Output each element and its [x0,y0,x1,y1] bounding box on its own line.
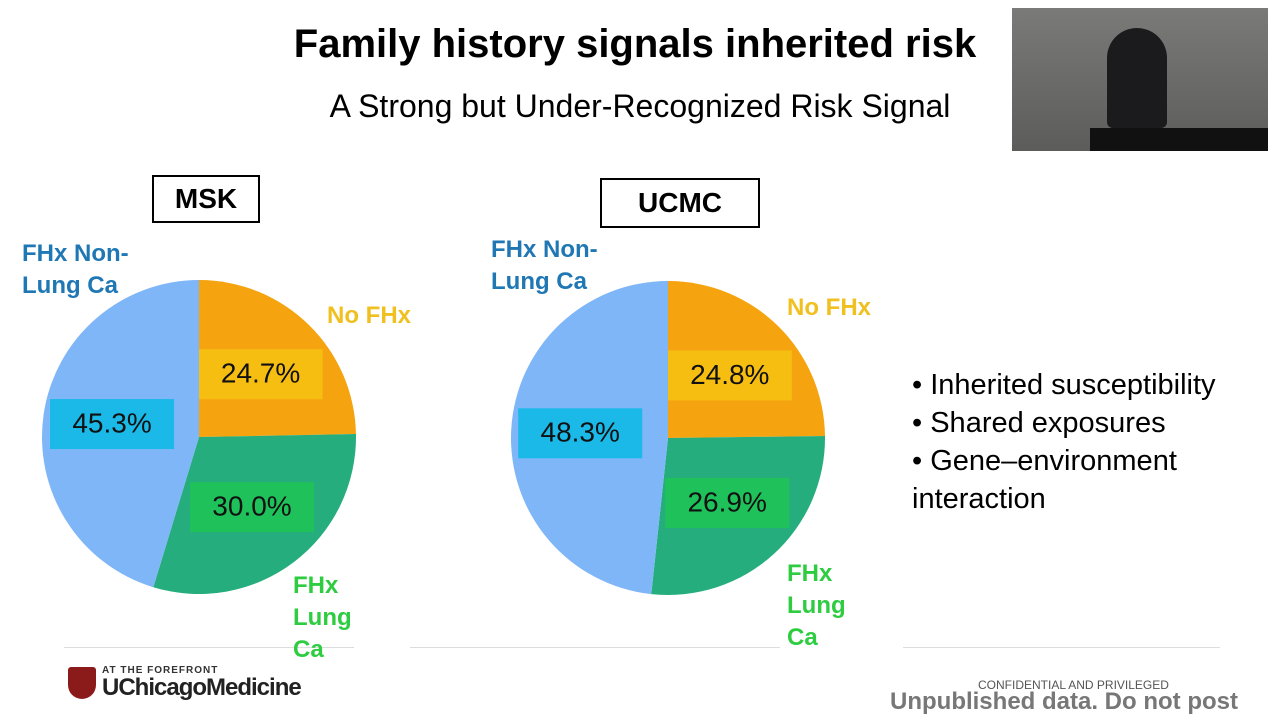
unpublished-note: Unpublished data. Do not post [890,688,1238,715]
value-label: 24.8% [690,359,769,390]
pie-title: UCMC [600,178,760,228]
category-label: FHx Lung Ca [293,572,352,663]
value-label: 24.7% [221,358,300,389]
bullet: • Shared exposures [912,407,1166,439]
category-label: No FHx [787,294,871,321]
bullet-text: Gene–environment interaction [912,445,1177,515]
bullet-text: Inherited susceptibility [930,369,1216,401]
footer-rule [410,647,780,648]
value-label: 30.0% [212,491,291,522]
footer-rule [64,647,354,648]
bullet-list: • Inherited susceptibility • Shared expo… [912,366,1272,518]
value-label: 48.3% [541,417,620,448]
logo-name: UChicagoMedicine [102,674,302,701]
value-label-box [50,399,175,450]
value-label: 45.3% [72,407,151,438]
logo-tagline: AT THE FOREFRONT [102,665,219,676]
bullet-text: Shared exposures [930,407,1166,439]
pie-title: MSK [152,175,260,223]
footer-rule [903,647,1220,648]
value-label: 26.9% [687,486,766,517]
value-label-box [190,482,315,533]
value-label-box [665,478,790,529]
bullet: • Inherited susceptibility [912,369,1216,401]
confidential-note: CONFIDENTIAL AND PRIVILEGED [978,678,1169,692]
value-label-box [667,350,792,401]
slide-title: Family history signals inherited risk [293,22,977,66]
category-label: FHx Lung Ca [787,560,846,651]
logo-shield [68,667,96,699]
category-label: No FHx [327,302,411,329]
category-label: FHx Non-Lung Ca [22,240,129,299]
bullet: • Gene–environment interaction [912,445,1177,515]
category-label: FHx Non-Lung Ca [491,236,598,295]
value-label-box [518,408,643,459]
webcam-overlay [1012,8,1268,151]
value-label-box [198,349,323,400]
slide-subtitle: A Strong but Under-Recognized Risk Signa… [329,88,951,124]
